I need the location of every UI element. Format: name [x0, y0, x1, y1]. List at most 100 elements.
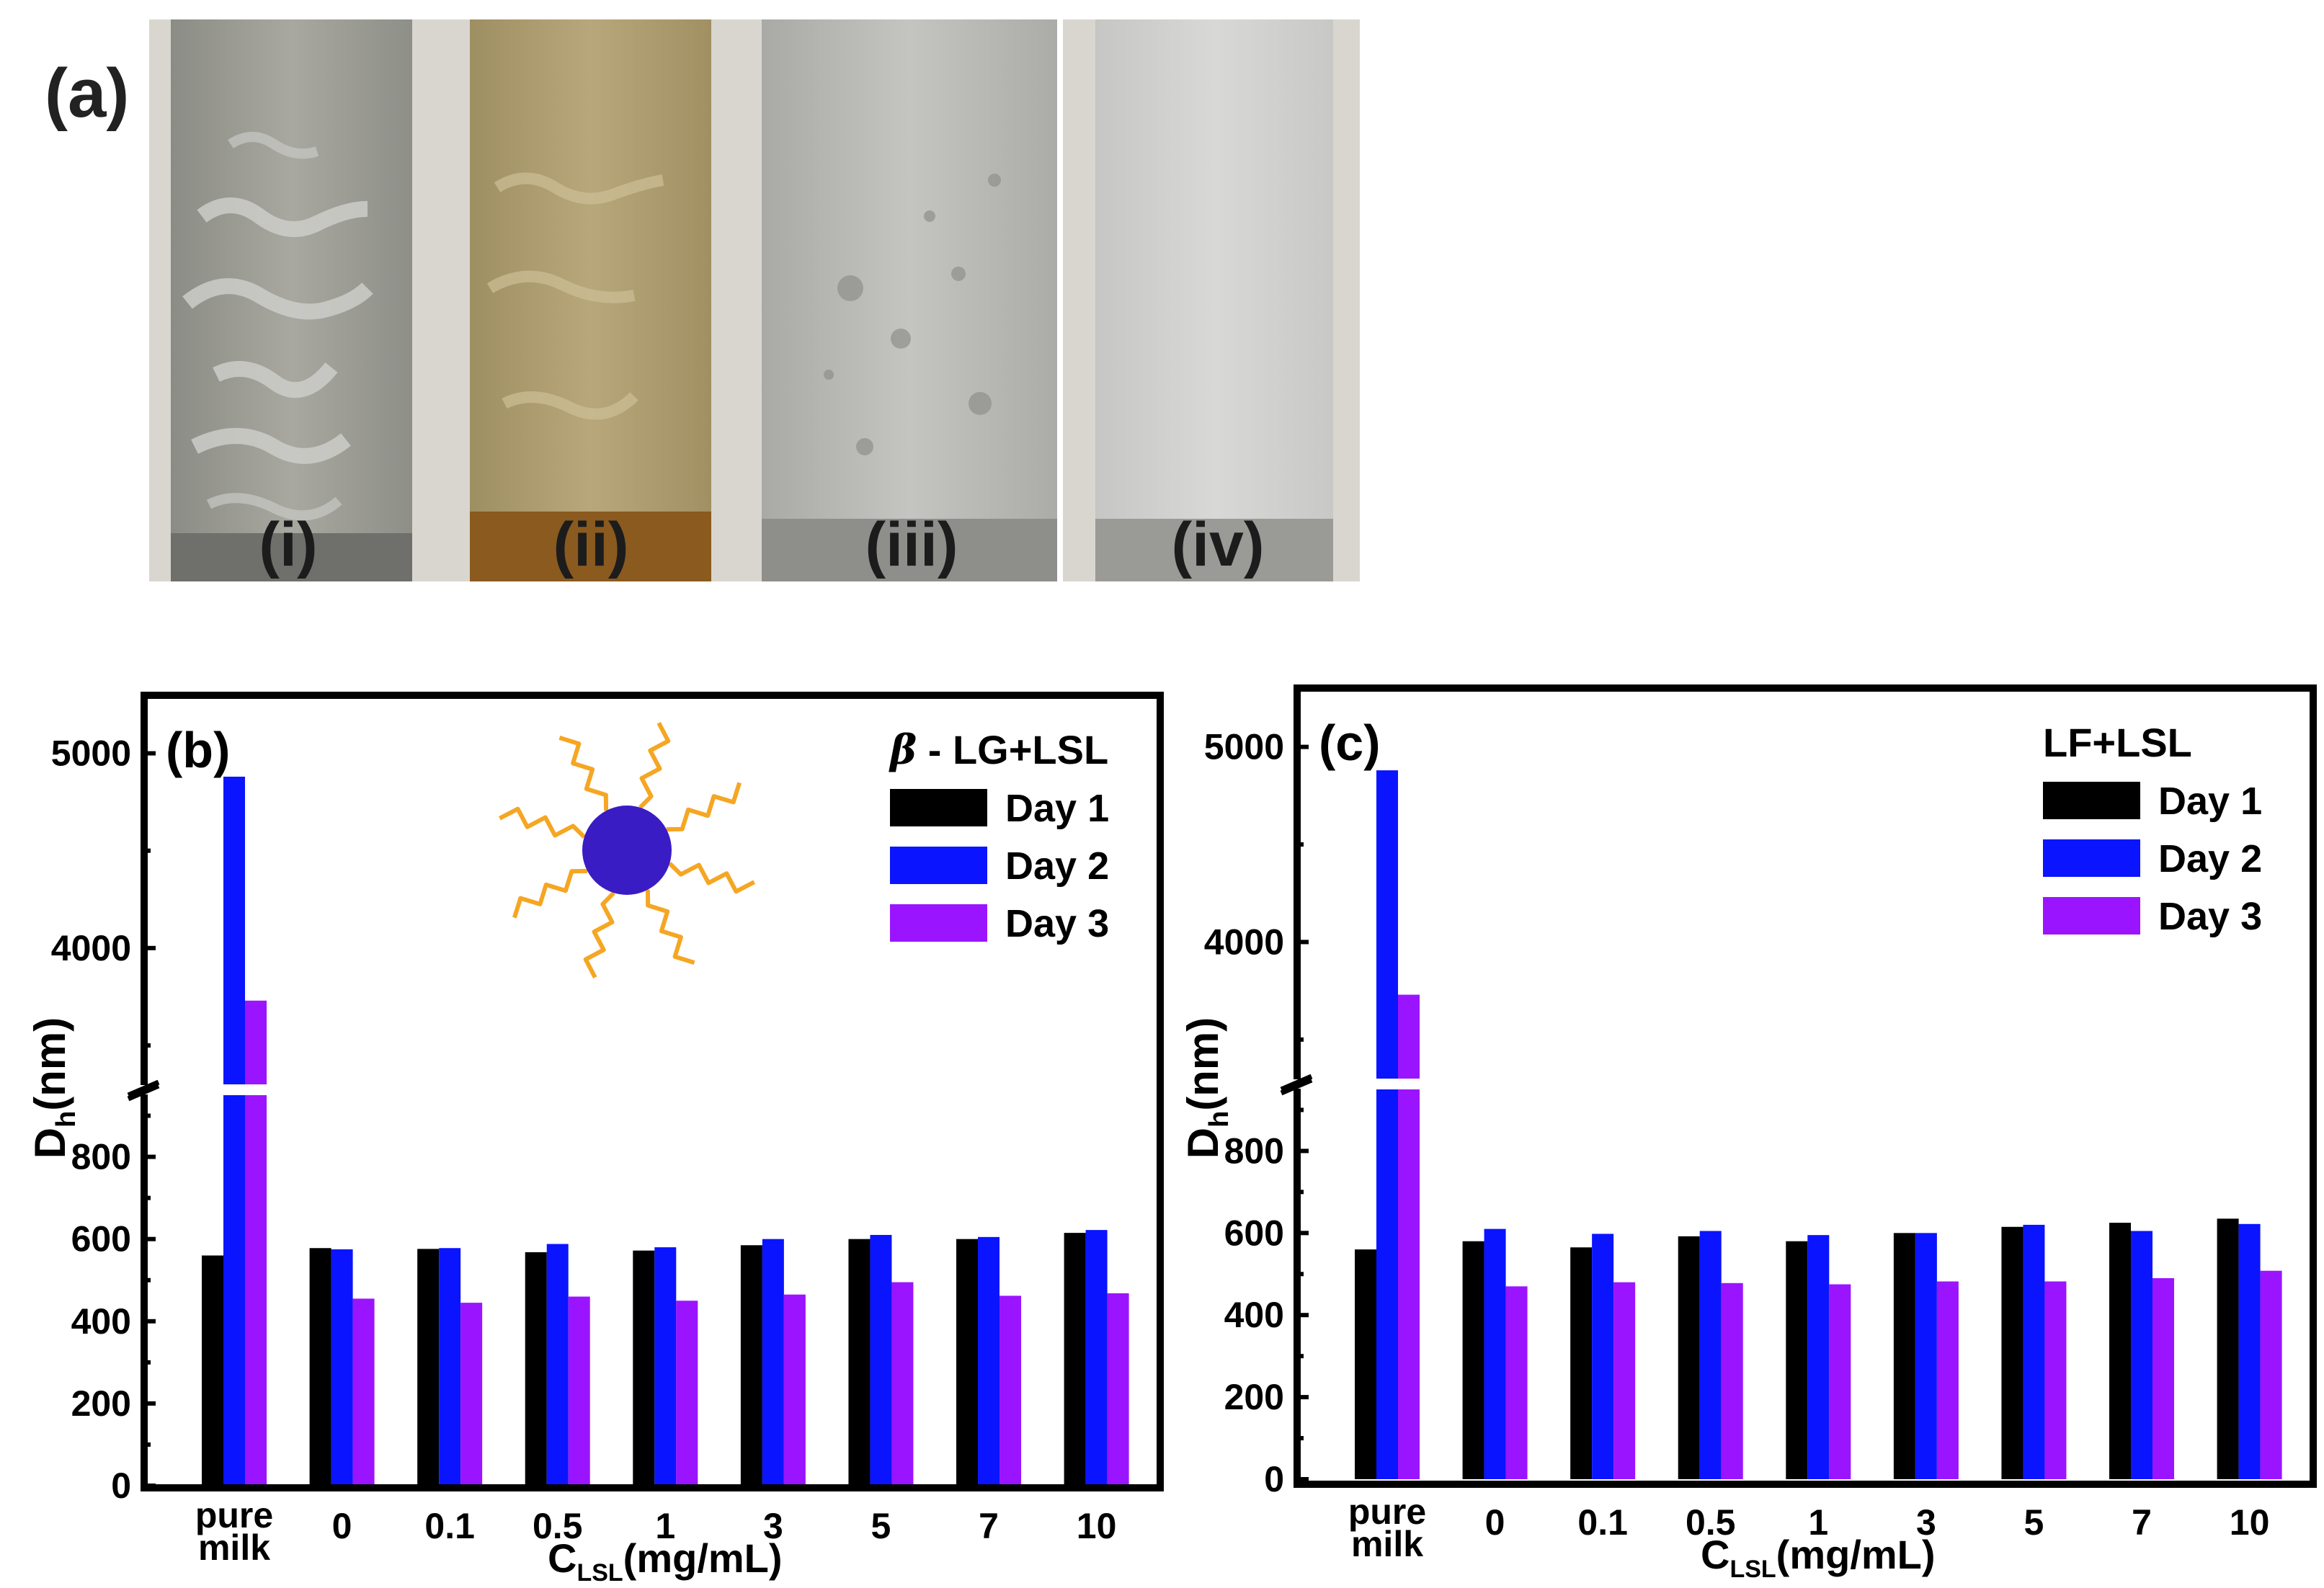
bar-day2-cat3 [1699, 1231, 1722, 1479]
x-tick-label: milk [1351, 1524, 1423, 1564]
panel-label: (c) [1319, 715, 1381, 771]
y-tick-label: 800 [71, 1137, 131, 1177]
bar-day3-cat3 [1721, 1283, 1743, 1479]
x-axis-label: CLSL(mg/mL) [1701, 1532, 1936, 1583]
bar-day3-cat6 [2044, 1281, 2067, 1479]
x-tick-label: pure [1348, 1491, 1426, 1532]
bar-day2-cat2 [1592, 1234, 1614, 1479]
micelle-tail [645, 889, 695, 965]
y-tick-label: 5000 [51, 733, 131, 774]
bar-day3-cat1 [352, 1298, 375, 1486]
legend-label: Day 3 [1005, 902, 1109, 945]
tube-iv-label: (iv) [1172, 510, 1265, 579]
bar-day3-cat3 [568, 1296, 590, 1486]
x-tick-label: 10 [1077, 1506, 1117, 1546]
axis-break-mark [127, 1083, 160, 1102]
micelle-tail [668, 862, 755, 894]
x-tick-label: milk [198, 1527, 270, 1568]
bar-day1-cat0 [202, 1255, 223, 1486]
y-tick-label: 200 [1224, 1377, 1284, 1417]
bar-day2-cat1 [331, 1249, 353, 1486]
bar-day3-cat5 [1936, 1281, 1959, 1479]
bar-day3-cat8 [2260, 1270, 2282, 1479]
y-tick-label: 0 [111, 1466, 131, 1506]
y-tick-label: 4000 [1204, 922, 1284, 962]
micelle-tail [558, 736, 609, 811]
legend-title: LF+LSL [2043, 720, 2192, 765]
bar-day1-cat2 [1570, 1247, 1593, 1479]
legend-label: Day 3 [2158, 895, 2262, 938]
bar-day1-cat3 [525, 1252, 547, 1486]
x-tick-label: 3 [1916, 1502, 1936, 1543]
bar-day3-cat2 [460, 1303, 483, 1486]
axis-break-mark [1280, 1077, 1313, 1096]
photo-divider [1057, 19, 1063, 581]
bar-day2-cat7 [2131, 1231, 2153, 1479]
tube-i: (i) [171, 19, 412, 581]
bar-day2-cat5 [762, 1239, 784, 1486]
x-axis-label: CLSL(mg/mL) [548, 1535, 783, 1587]
x-tick-label: 0 [1485, 1502, 1505, 1543]
x-tick-label: 7 [979, 1506, 999, 1546]
bar-day2-cat6 [2023, 1224, 2045, 1479]
panel-a-label: (a) [45, 55, 129, 132]
tube-iii-label: (iii) [865, 510, 958, 579]
x-tick-label: 0.1 [1577, 1502, 1628, 1543]
bar-day3-cat1 [1505, 1286, 1528, 1479]
x-tick-label: 0.5 [1686, 1502, 1736, 1543]
x-tick-label: 5 [871, 1506, 891, 1546]
legend-label: Day 1 [2158, 780, 2262, 823]
axis-break-mark [1280, 1074, 1313, 1092]
legend-title: β - LG+LSL [889, 726, 1108, 774]
bar-day1-cat0 [1355, 1249, 1376, 1479]
micelle-illustration [499, 722, 755, 978]
bar-day1-cat5 [740, 1245, 762, 1486]
micelle-tail [666, 782, 742, 832]
micelle-core [582, 806, 672, 895]
tube-iii: (iii) [762, 19, 1057, 581]
bar-day2-cat1 [1484, 1228, 1506, 1479]
x-tick-label: 5 [2024, 1502, 2044, 1543]
bar-day2-cat0-lower [1376, 1089, 1398, 1479]
legend-swatch-day1 [890, 789, 987, 826]
x-tick-label: pure [195, 1495, 273, 1535]
bar-day3-cat8 [1107, 1293, 1129, 1486]
x-tick-label: 0 [332, 1506, 352, 1546]
bar-day3-cat0-upper [245, 1000, 267, 1084]
micelle-tail [583, 891, 615, 978]
bar-day2-cat6 [870, 1234, 892, 1486]
y-tick-label: 4000 [51, 928, 131, 968]
x-tick-label: 7 [2132, 1502, 2152, 1543]
x-tick-label: 1 [1808, 1502, 1828, 1543]
bar-day2-cat3 [546, 1244, 569, 1486]
legend-swatch-day2 [890, 847, 987, 884]
bar-day1-cat6 [848, 1239, 871, 1486]
bar-day1-cat6 [2001, 1226, 2024, 1479]
y-tick-label: 5000 [1204, 727, 1284, 767]
bar-day3-cat2 [1613, 1282, 1636, 1479]
bar-day2-cat8 [2238, 1223, 2261, 1479]
bar-day2-cat4 [1807, 1235, 1830, 1479]
legend-swatch-day3 [890, 904, 987, 942]
bar-day3-cat7 [2152, 1277, 2175, 1479]
bar-day3-cat5 [783, 1294, 806, 1486]
x-tick-label: 3 [763, 1506, 783, 1546]
x-tick-label: 0.5 [533, 1506, 583, 1546]
bar-day2-cat7 [978, 1236, 1000, 1486]
tube-i-label: (i) [259, 510, 317, 579]
bar-day1-cat8 [1064, 1233, 1086, 1486]
tube-ii-label: (ii) [553, 510, 628, 579]
bar-day1-cat1 [1462, 1241, 1484, 1479]
legend-label: Day 2 [1005, 844, 1109, 888]
x-tick-label: 10 [2230, 1502, 2270, 1543]
legend-label: Day 1 [1005, 787, 1109, 830]
y-tick-label: 400 [1224, 1295, 1284, 1335]
bar-day2-cat0-upper [1376, 770, 1398, 1079]
bar-day2-cat2 [439, 1248, 461, 1486]
legend-swatch-day3 [2043, 897, 2140, 934]
bar-day1-cat7 [956, 1239, 979, 1486]
x-tick-label: 0.1 [424, 1506, 475, 1546]
micelle-tail [638, 722, 671, 809]
bar-day3-cat0-lower [245, 1095, 267, 1486]
